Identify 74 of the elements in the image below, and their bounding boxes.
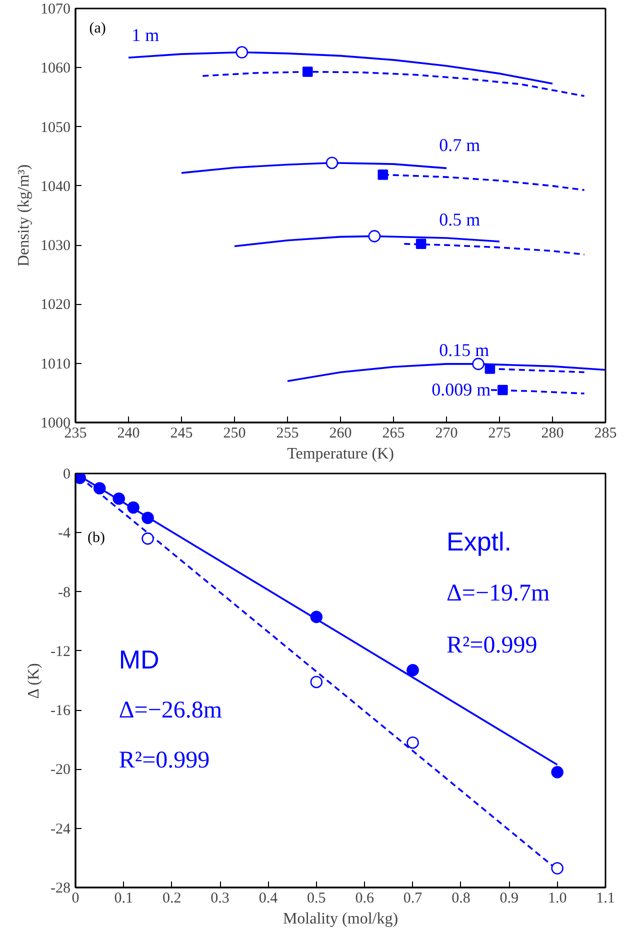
- y-tick-label: -8: [58, 584, 71, 601]
- point: [112, 492, 126, 505]
- x-tick-label: 265: [382, 426, 405, 442]
- point: [406, 736, 419, 749]
- point: [93, 482, 106, 494]
- x-tick-label: 0.2: [162, 890, 182, 906]
- line-series: [403, 242, 586, 256]
- annotation: Δ=−26.8m: [118, 697, 222, 724]
- annotation: MD: [118, 644, 160, 675]
- x-tick-label: 280: [541, 426, 564, 442]
- y-tick-label: 1070: [40, 2, 70, 18]
- point: [236, 46, 248, 58]
- x-tick-label: 255: [276, 426, 299, 442]
- annotation: 0.009 m: [432, 379, 491, 400]
- point: [368, 230, 381, 242]
- x-axis-title: Molality (mol/kg): [282, 910, 398, 928]
- y-axis-title: Density (kg/m³): [16, 164, 32, 267]
- point: [326, 156, 338, 169]
- annotation: R²=0.999: [446, 632, 538, 658]
- x-tick-label: 250: [223, 426, 246, 442]
- point: [310, 610, 323, 624]
- y-tick-label: -12: [50, 644, 71, 660]
- point: [142, 512, 154, 524]
- y-tick-label: -16: [50, 703, 71, 720]
- y-tick-label: 1030: [40, 238, 70, 254]
- x-tick-label: 0.7: [403, 890, 423, 906]
- y-tick-label: 0: [63, 466, 70, 482]
- annotation: (b): [88, 530, 106, 546]
- annotation: 0.15 m: [439, 340, 490, 360]
- x-tick-label: 0.5: [307, 890, 326, 906]
- point: [378, 170, 388, 180]
- y-tick-label: 1010: [40, 356, 70, 372]
- x-tick-label: 0.9: [500, 890, 519, 906]
- point: [302, 66, 313, 77]
- x-tick-label: 1.1: [596, 890, 615, 906]
- point: [406, 664, 419, 676]
- annotation: Δ=−19.7m: [446, 580, 550, 607]
- y-tick-label: 1050: [40, 120, 70, 136]
- y-tick-label: 1020: [40, 297, 70, 314]
- point: [310, 676, 323, 688]
- x-tick-label: 0.1: [114, 890, 134, 906]
- x-tick-label: 0.6: [355, 890, 374, 906]
- annotation: 0.5 m: [439, 210, 480, 230]
- x-tick-label: 245: [170, 426, 193, 442]
- annotation: 1 m: [132, 25, 160, 46]
- x-axis-title: Temperature (K): [287, 446, 394, 462]
- x-tick-label: 1.0: [548, 890, 567, 906]
- annotation: 0.7 m: [439, 135, 480, 156]
- point: [551, 862, 564, 874]
- x-tick-label: 0.3: [210, 890, 230, 906]
- point: [142, 532, 154, 545]
- y-tick-label: 1060: [40, 60, 70, 77]
- point: [472, 358, 484, 370]
- x-tick-label: 270: [435, 426, 458, 442]
- y-axis-title: Δ (K): [26, 663, 43, 699]
- x-tick-label: 285: [594, 426, 617, 442]
- annotation: R²=0.999: [118, 748, 210, 774]
- point: [498, 384, 508, 396]
- x-tick-label: 0.4: [258, 890, 278, 906]
- x-tick-label: 240: [117, 426, 140, 442]
- y-tick-label: -24: [50, 821, 71, 838]
- point: [416, 238, 426, 250]
- point: [551, 766, 564, 778]
- annotation: (a): [89, 20, 106, 36]
- y-tick-label: -4: [58, 526, 71, 542]
- point: [484, 364, 496, 374]
- y-tick-label: -20: [50, 762, 71, 778]
- x-tick-label: 0.8: [452, 890, 470, 906]
- point: [127, 501, 140, 514]
- x-tick-label: 260: [329, 426, 352, 442]
- y-tick-label: -28: [50, 880, 71, 896]
- annotation: Exptl.: [446, 526, 512, 556]
- y-tick-label: 1040: [40, 178, 70, 195]
- x-tick-label: 275: [488, 426, 511, 442]
